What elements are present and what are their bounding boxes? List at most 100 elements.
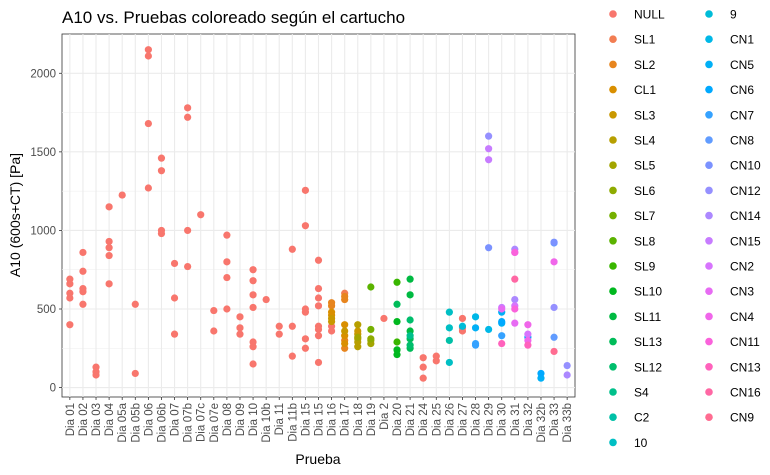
data-point (511, 319, 519, 327)
data-point (380, 314, 388, 323)
data-point (210, 327, 218, 335)
data-point (79, 248, 87, 257)
data-point (288, 352, 296, 360)
legend-key (609, 363, 617, 371)
legend-label: CN11 (730, 335, 760, 349)
x-tick-label: Dia 32b (536, 403, 548, 443)
legend-key (609, 287, 617, 296)
legend-label: CN13 (730, 360, 761, 374)
legend-label: SL2 (634, 58, 656, 72)
data-point (393, 350, 401, 359)
legend-label: CN6 (730, 83, 754, 97)
x-tick-label: Dia 19 (366, 403, 378, 436)
data-point (288, 245, 296, 253)
data-point (354, 333, 362, 341)
data-point (249, 360, 257, 368)
legend-key (609, 10, 617, 18)
x-axis-ticks: Dia 01 Dia 02 Dia 03 Dia 04 Dia 05a Dia 05b Di… (65, 397, 574, 443)
data-point (314, 322, 323, 330)
data-point (223, 273, 231, 282)
legend-label: SL5 (634, 159, 656, 173)
data-point (498, 305, 506, 313)
legend-key (705, 337, 713, 346)
x-tick-label: Dia 29 (484, 403, 496, 436)
legend-key (705, 136, 713, 144)
data-point (131, 369, 139, 378)
data-point (524, 321, 532, 329)
x-tick-label: Dia 02 (78, 403, 90, 436)
legend-key (705, 287, 713, 296)
data-point (249, 277, 257, 285)
data-point (301, 186, 310, 194)
legend-key (609, 211, 617, 220)
legend-label: CN14 (730, 209, 761, 223)
legend-label: SL4 (634, 134, 656, 148)
data-point (341, 292, 349, 301)
legend-label: CN15 (730, 234, 761, 248)
data-point (550, 347, 558, 356)
data-point (341, 339, 349, 348)
data-point (367, 335, 375, 343)
legend-label: CN9 (730, 411, 754, 425)
data-point (79, 300, 87, 308)
legend-label: 10 (634, 436, 648, 450)
data-point (511, 275, 519, 283)
data-point (157, 226, 166, 235)
legend-label: SL6 (634, 184, 656, 198)
data-point (170, 259, 179, 268)
data-point (249, 303, 257, 312)
x-tick-label: Dia 05b (130, 403, 142, 443)
data-point (236, 313, 244, 321)
legend-label: CN3 (730, 285, 754, 299)
legend-key (609, 85, 617, 94)
data-point (524, 341, 532, 349)
legend-key (705, 312, 713, 321)
legend-key (705, 60, 713, 69)
y-tick-label: 1000 (30, 225, 56, 237)
x-tick-label: Dia 17 (340, 403, 352, 436)
data-point (498, 332, 506, 340)
data-point (249, 291, 257, 299)
legend-label: C2 (634, 411, 650, 425)
x-tick-label: Dia 10 (248, 403, 260, 436)
data-point (301, 335, 310, 343)
major-gridlines (62, 34, 575, 397)
chart-title: A10 vs. Pruebas coloreado según el cartu… (62, 8, 405, 27)
legend-label: CN10 (730, 159, 761, 173)
data-point (563, 361, 571, 370)
x-tick-label: Dia 30 (497, 403, 509, 436)
legend-label: SL9 (634, 260, 656, 274)
data-point (445, 336, 453, 345)
legend-key (705, 161, 713, 169)
legend-key (705, 262, 713, 270)
data-point (341, 321, 349, 329)
legend-label: SL10 (634, 285, 662, 299)
data-point (92, 363, 100, 371)
legend-label: SL3 (634, 108, 656, 122)
data-point (66, 289, 74, 297)
data-point (314, 358, 323, 367)
x-tick-label: Dia 20 (392, 403, 404, 436)
x-tick-label: Dia 32 (523, 403, 535, 436)
data-point (105, 251, 113, 260)
data-points (66, 46, 571, 382)
data-point (511, 295, 519, 304)
data-point (314, 256, 323, 264)
data-point (66, 275, 74, 283)
legend-label: SL1 (634, 33, 656, 47)
x-tick-label: Dia 11b (287, 403, 299, 442)
data-point (118, 191, 126, 199)
legend-key (609, 337, 617, 346)
data-point (367, 283, 375, 291)
data-point (105, 237, 113, 246)
data-point (144, 119, 152, 128)
data-point (498, 339, 506, 348)
data-point (275, 330, 283, 338)
data-point (184, 262, 192, 271)
legend-label: CN1 (730, 33, 754, 47)
data-point (144, 184, 152, 192)
data-point (184, 113, 192, 121)
legend-label: CN2 (730, 260, 754, 274)
data-point (445, 308, 453, 316)
x-tick-label: Dia 27 (457, 403, 469, 436)
